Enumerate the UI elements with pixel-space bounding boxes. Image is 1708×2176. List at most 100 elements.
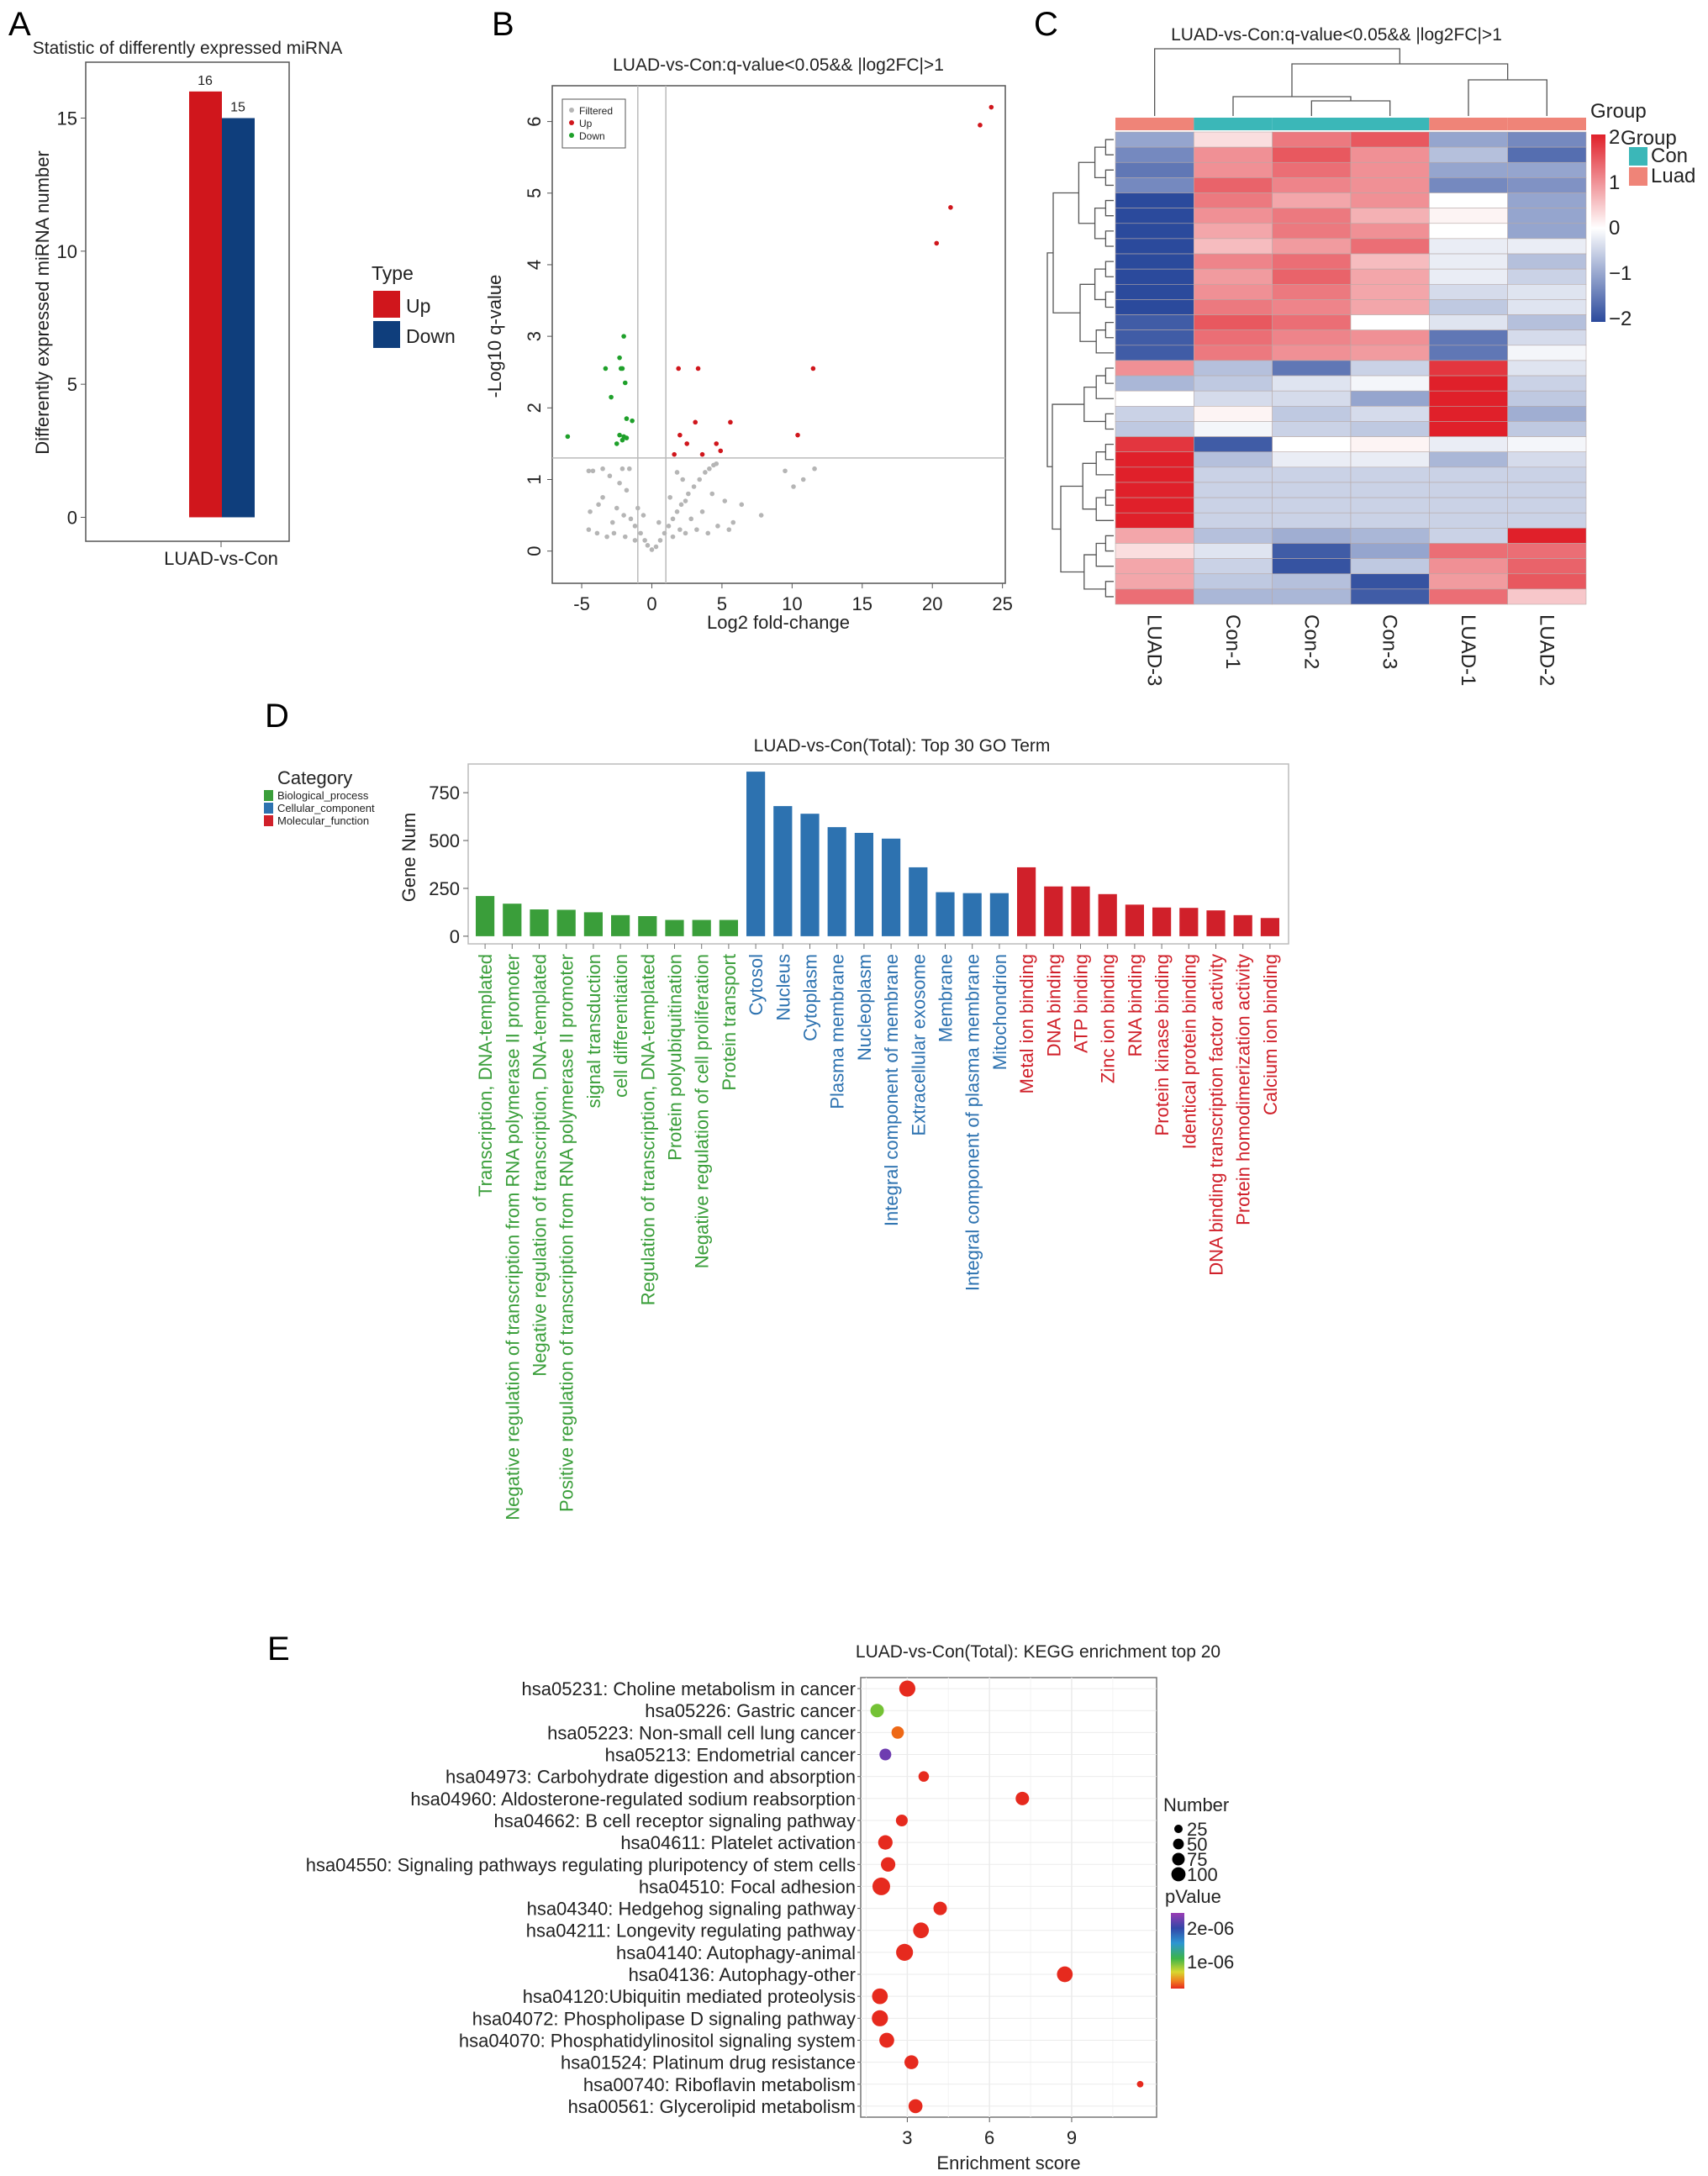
heatmap-cell <box>1194 192 1273 208</box>
point-up <box>810 366 816 371</box>
x-axis-label: Log2 fold-change <box>707 612 850 633</box>
legend-swatch <box>1629 167 1647 186</box>
bar-cc <box>962 893 982 936</box>
row-dendrogram <box>1104 413 1114 430</box>
bar-mf <box>1125 904 1144 936</box>
y-tick-label: 6 <box>524 116 545 126</box>
pathway-label: hsa01524: Platinum drug resistance <box>561 2052 856 2073</box>
x-tick-label: Membrane <box>936 954 957 1042</box>
point-filtered <box>691 484 697 489</box>
column-label: LUAD-2 <box>1535 614 1558 686</box>
bar-cc <box>827 827 846 936</box>
point-filtered <box>632 524 638 529</box>
heatmap-cell <box>1507 253 1587 270</box>
bar-mf <box>1017 867 1036 936</box>
x-tick-label: Protein transport <box>719 954 740 1091</box>
row-dendrogram <box>1104 321 1114 339</box>
point-filtered <box>600 494 605 500</box>
y-tick-label: 10 <box>57 241 77 262</box>
heatmap-cell <box>1429 283 1508 300</box>
size-legend-marker <box>1172 1852 1185 1866</box>
heatmap-cell <box>1350 238 1430 255</box>
point-filtered <box>709 491 715 497</box>
heatmap-cell <box>1429 208 1508 224</box>
legend-swatch <box>264 815 273 826</box>
bar-mf <box>1098 893 1117 936</box>
heatmap-cell <box>1115 482 1194 498</box>
point-up <box>718 448 724 454</box>
bar-cc <box>882 838 901 936</box>
heatmap-cell <box>1272 314 1352 330</box>
heatmap-cell <box>1115 543 1194 559</box>
heatmap-cell <box>1194 268 1273 285</box>
heatmap-cell <box>1507 421 1587 437</box>
heatmap-cell <box>1115 238 1194 255</box>
bar-down <box>222 118 255 518</box>
point-filtered <box>604 534 609 540</box>
pathway-point <box>896 1943 914 1961</box>
heatmap-cell <box>1272 329 1352 346</box>
heatmap-cell <box>1194 573 1273 590</box>
heatmap-cell <box>1194 283 1273 300</box>
point-up <box>988 104 994 110</box>
heatmap-cell <box>1194 390 1273 407</box>
row-dendrogram <box>1046 252 1053 467</box>
heatmap-cell <box>1350 390 1430 407</box>
heatmap-cell <box>1194 375 1273 392</box>
heatmap-cell <box>1507 314 1587 330</box>
point-filtered <box>594 530 600 536</box>
pathway-point <box>933 1901 947 1915</box>
pathway-point <box>870 1704 884 1718</box>
heatmap-cell <box>1115 466 1194 483</box>
row-dendrogram <box>1104 169 1114 187</box>
heatmap-cell <box>1350 131 1430 148</box>
x-tick-label: 20 <box>922 593 942 614</box>
point-filtered <box>739 502 745 508</box>
point-filtered <box>638 530 643 536</box>
heatmap-cell <box>1429 588 1508 605</box>
heatmap-cell <box>1115 223 1194 240</box>
point-up <box>978 123 983 128</box>
point-filtered <box>666 524 672 529</box>
legend-marker <box>569 108 574 113</box>
y-tick-label: 500 <box>429 830 460 851</box>
point-filtered <box>670 534 676 540</box>
pathway-point <box>1057 1966 1073 1983</box>
point-filtered <box>626 466 632 472</box>
heatmap-cell <box>1194 299 1273 315</box>
row-dendrogram <box>1052 403 1084 530</box>
heatmap-cell <box>1507 192 1587 208</box>
bar-cc <box>909 867 928 936</box>
point-filtered <box>645 543 651 548</box>
point-filtered <box>596 502 601 508</box>
heatmap-cell <box>1272 573 1352 590</box>
group-annotation <box>1272 118 1351 130</box>
column-label: Con-2 <box>1299 614 1322 669</box>
x-tick-label: Negative regulation of cell proliferatio… <box>692 954 713 1268</box>
heatmap-cell <box>1507 131 1587 148</box>
point-filtered <box>683 530 688 536</box>
x-tick-label: Protein polyubiquitination <box>665 954 686 1161</box>
bar-mf <box>1044 886 1063 936</box>
legend-marker <box>569 133 574 138</box>
heatmap-cell <box>1115 451 1194 468</box>
heatmap-cell <box>1194 466 1273 483</box>
heatmap-cell <box>1115 283 1194 300</box>
heatmap-cell <box>1350 223 1430 240</box>
bar-cc <box>773 806 793 936</box>
heatmap-cell <box>1429 573 1508 590</box>
group-annotation <box>1429 118 1508 130</box>
legend-swatch <box>264 803 273 814</box>
pathway-label: hsa04611: Platelet activation <box>620 1832 856 1853</box>
x-tick-label: Calcium ion binding <box>1260 954 1281 1115</box>
x-tick-label: 15 <box>852 593 872 614</box>
heatmap-cell <box>1429 497 1508 514</box>
bar-mf <box>1179 908 1199 936</box>
heatmap-cell <box>1115 588 1194 605</box>
heatmap-cell <box>1272 238 1352 255</box>
legend-title: Type <box>372 262 414 284</box>
point-filtered <box>657 538 663 543</box>
heatmap-cell <box>1115 192 1194 208</box>
heatmap-cell <box>1507 146 1587 163</box>
heatmap-cell <box>1350 283 1430 300</box>
